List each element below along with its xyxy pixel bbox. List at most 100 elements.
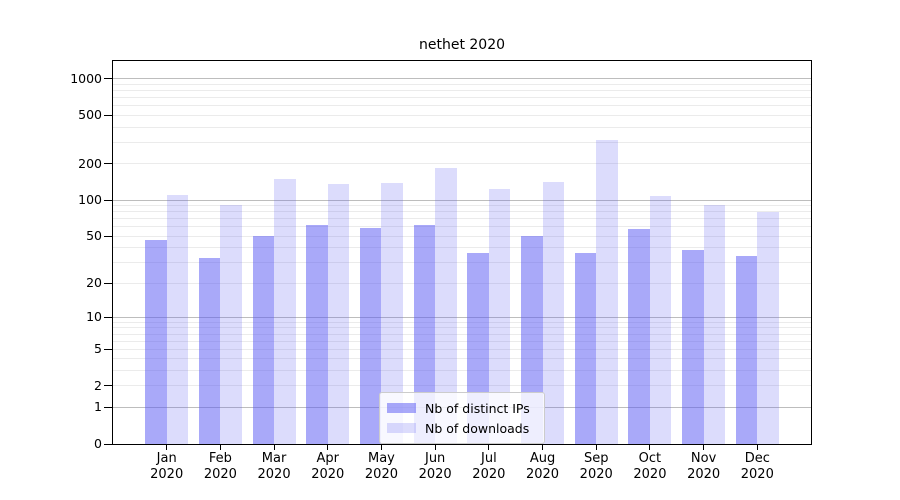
y-tick-mark <box>104 199 112 201</box>
gridline-major <box>113 199 811 201</box>
y-tick-label: 500 <box>78 107 102 123</box>
x-tick-month: Dec <box>744 451 770 466</box>
gridline-minor <box>113 218 811 220</box>
y-tick-label: 2 <box>94 377 102 393</box>
x-tick-mark <box>166 445 168 450</box>
legend-swatch-downloads <box>387 423 416 433</box>
x-tick-month: Nov <box>690 451 717 466</box>
bar-downloads <box>327 184 350 444</box>
x-tick-mark <box>649 445 651 450</box>
x-tick-mark <box>327 445 329 450</box>
legend-label: Nb of distinct IPs <box>425 400 530 416</box>
bar-downloads <box>757 212 779 444</box>
y-tick-label: 100 <box>78 192 102 208</box>
gridline-minor <box>113 247 811 249</box>
x-tick-month: Sep <box>583 451 609 466</box>
gridline-minor <box>113 163 811 165</box>
bar-downloads <box>274 178 296 444</box>
x-tick-year: 2020 <box>150 467 184 482</box>
bar-distinct-ips <box>574 253 597 444</box>
y-tick-mark <box>104 406 112 408</box>
y-tick-label: 50 <box>86 228 102 244</box>
x-tick-label: May 2020 <box>349 451 413 483</box>
x-tick-month: May <box>368 451 395 466</box>
gridline-major <box>113 78 811 80</box>
x-tick-label: Dec 2020 <box>725 451 789 483</box>
bar-distinct-ips <box>306 224 328 444</box>
y-tick-mark <box>104 114 112 116</box>
y-tick-mark <box>104 443 112 445</box>
bar-downloads <box>381 183 403 444</box>
bar-downloads <box>166 195 189 444</box>
x-tick-month: Feb <box>208 451 232 466</box>
gridline-minor <box>113 83 811 85</box>
bar-downloads <box>649 196 672 444</box>
gridline-minor <box>113 141 811 143</box>
x-tick-label: Aug 2020 <box>511 451 575 483</box>
bar-distinct-ips <box>359 228 382 444</box>
x-tick-mark <box>756 445 758 450</box>
x-tick-year: 2020 <box>418 467 452 482</box>
gridline-minor <box>113 261 811 263</box>
y-tick-mark <box>104 78 112 80</box>
x-tick-mark <box>380 445 382 450</box>
y-tick-mark <box>104 282 112 284</box>
x-tick-month: Mar <box>261 451 287 466</box>
gridline-minor <box>113 126 811 128</box>
y-tick-label: 10 <box>86 309 102 325</box>
x-tick-mark <box>488 445 490 450</box>
bar-downloads <box>220 204 242 444</box>
bar-downloads <box>703 204 726 444</box>
x-tick-mark <box>595 445 597 450</box>
bar-distinct-ips <box>252 236 275 444</box>
bar-distinct-ips <box>198 257 221 444</box>
bar-downloads <box>435 168 457 444</box>
gridline-minor <box>113 235 811 237</box>
x-tick-month: Jul <box>481 451 497 466</box>
x-tick-month: Jun <box>424 451 446 466</box>
gridline-minor <box>113 370 811 372</box>
y-tick-mark <box>104 163 112 165</box>
x-tick-label: Feb 2020 <box>188 451 252 483</box>
y-tick-label: 200 <box>78 155 102 171</box>
x-tick-year: 2020 <box>740 467 774 482</box>
gridline-minor <box>113 90 811 92</box>
x-tick-year: 2020 <box>579 467 613 482</box>
bar-distinct-ips <box>735 256 758 444</box>
y-tick-label: 5 <box>94 341 102 357</box>
x-tick-mark <box>703 445 705 450</box>
x-tick-label: Nov 2020 <box>672 451 736 483</box>
gridline-minor <box>113 211 811 213</box>
x-tick-month: Jan <box>156 451 177 466</box>
x-tick-year: 2020 <box>311 467 345 482</box>
x-tick-mark <box>542 445 544 450</box>
y-tick-mark <box>104 235 112 237</box>
y-tick-label: 1 <box>94 399 102 415</box>
bar-distinct-ips <box>413 224 436 444</box>
x-tick-label: Oct 2020 <box>618 451 682 483</box>
bar-downloads <box>488 189 511 444</box>
x-tick-year: 2020 <box>257 467 291 482</box>
gridline-minor <box>113 385 811 387</box>
x-tick-label: Jul 2020 <box>457 451 521 483</box>
legend-row: Nb of downloads <box>387 418 544 438</box>
bar-downloads <box>596 139 618 444</box>
y-tick-mark <box>104 348 112 350</box>
x-tick-mark <box>434 445 436 450</box>
gridline-minor <box>113 333 811 335</box>
legend: Nb of distinct IPs Nb of downloads <box>379 392 545 444</box>
x-tick-year: 2020 <box>472 467 506 482</box>
x-tick-mark <box>219 445 221 450</box>
chart-title: nethet 2020 <box>418 37 506 53</box>
bar-downloads <box>542 181 565 444</box>
x-tick-month: Aug <box>529 451 556 466</box>
gridline-minor <box>113 282 811 284</box>
x-tick-year: 2020 <box>364 467 398 482</box>
gridline-minor <box>113 327 811 329</box>
x-tick-label: Jan 2020 <box>135 451 199 483</box>
gridline-minor <box>113 358 811 360</box>
x-tick-year: 2020 <box>687 467 721 482</box>
bar-distinct-ips <box>628 229 650 444</box>
y-tick-mark <box>104 316 112 318</box>
